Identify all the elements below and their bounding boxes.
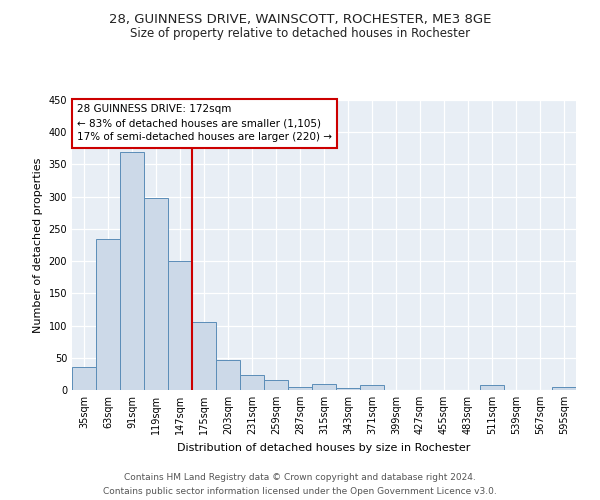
Bar bbox=[552, 388, 576, 390]
Bar bbox=[312, 384, 336, 390]
Bar bbox=[336, 388, 360, 390]
Text: 28, GUINNESS DRIVE, WAINSCOTT, ROCHESTER, ME3 8GE: 28, GUINNESS DRIVE, WAINSCOTT, ROCHESTER… bbox=[109, 12, 491, 26]
X-axis label: Distribution of detached houses by size in Rochester: Distribution of detached houses by size … bbox=[178, 442, 470, 452]
Bar bbox=[96, 238, 120, 390]
Bar bbox=[240, 375, 264, 390]
Bar bbox=[144, 198, 168, 390]
Bar bbox=[168, 261, 192, 390]
Text: 28 GUINNESS DRIVE: 172sqm
← 83% of detached houses are smaller (1,105)
17% of se: 28 GUINNESS DRIVE: 172sqm ← 83% of detac… bbox=[77, 104, 332, 142]
Text: Contains public sector information licensed under the Open Government Licence v3: Contains public sector information licen… bbox=[103, 488, 497, 496]
Y-axis label: Number of detached properties: Number of detached properties bbox=[33, 158, 43, 332]
Bar bbox=[288, 388, 312, 390]
Bar bbox=[216, 360, 240, 390]
Bar bbox=[192, 322, 216, 390]
Bar bbox=[264, 380, 288, 390]
Text: Size of property relative to detached houses in Rochester: Size of property relative to detached ho… bbox=[130, 28, 470, 40]
Bar bbox=[72, 368, 96, 390]
Bar bbox=[360, 385, 384, 390]
Text: Contains HM Land Registry data © Crown copyright and database right 2024.: Contains HM Land Registry data © Crown c… bbox=[124, 472, 476, 482]
Bar bbox=[120, 152, 144, 390]
Bar bbox=[480, 385, 504, 390]
